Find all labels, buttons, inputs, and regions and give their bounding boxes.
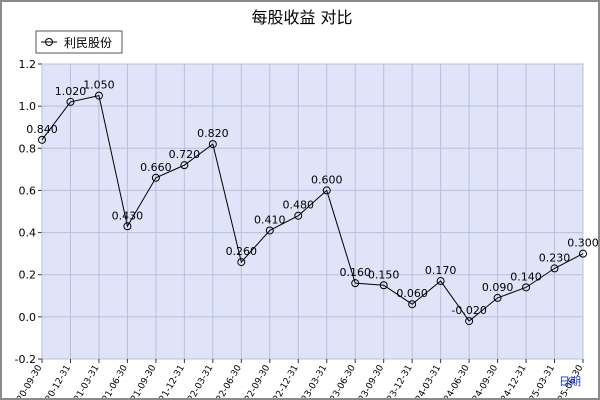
- y-tick-label: 0.6: [19, 184, 37, 197]
- y-tick-label: 0.8: [19, 142, 37, 155]
- data-label: 0.150: [368, 268, 400, 281]
- x-axis-label: 日期: [559, 375, 581, 388]
- y-tick-label: 1.2: [19, 58, 37, 71]
- data-point: [237, 258, 246, 267]
- data-label: 0.410: [254, 213, 286, 226]
- data-point: [38, 135, 46, 144]
- legend-label: 利民股份: [64, 36, 112, 50]
- chart-title: 每股收益 对比: [251, 8, 352, 27]
- data-point: [94, 91, 103, 100]
- data-point: [151, 173, 160, 182]
- data-label: 0.260: [226, 245, 258, 258]
- data-label: 0.230: [539, 251, 571, 264]
- data-point: [579, 249, 587, 258]
- data-point: [322, 186, 331, 195]
- data-label: 0.170: [425, 264, 457, 277]
- y-tick-label: 0.4: [19, 227, 37, 240]
- data-label: -0.020: [451, 304, 486, 317]
- series-line: [41, 95, 584, 322]
- data-point: [208, 140, 217, 149]
- y-tick-label: -0.2: [15, 353, 36, 366]
- data-point: [351, 279, 360, 288]
- data-label: 0.720: [169, 148, 201, 161]
- data-label: 0.660: [140, 161, 172, 174]
- data-point: [379, 281, 388, 290]
- data-point: [180, 161, 189, 170]
- data-point: [436, 277, 445, 286]
- data-point: [522, 283, 531, 292]
- data-point: [66, 97, 75, 106]
- data-point: [465, 317, 474, 326]
- data-label: 0.160: [339, 266, 371, 279]
- y-tick-label: 0.2: [19, 269, 37, 282]
- y-tick-label: 1.0: [19, 100, 37, 113]
- data-point: [408, 300, 417, 309]
- data-label: 0.090: [482, 281, 514, 294]
- data-label: 0.840: [26, 123, 58, 136]
- data-point: [265, 226, 274, 235]
- legend-box: [35, 30, 123, 54]
- data-label: 0.820: [197, 127, 229, 140]
- legend-marker: [45, 38, 53, 46]
- data-point: [493, 293, 502, 302]
- data-label: 0.480: [283, 199, 315, 212]
- data-label: 1.050: [83, 79, 115, 92]
- data-label: 0.300: [567, 237, 598, 250]
- data-point: [294, 211, 303, 220]
- plot-area: [41, 63, 584, 360]
- x-tick-label: 2020-09-30: [10, 363, 45, 398]
- data-label: 0.140: [510, 270, 542, 283]
- data-label: 1.020: [55, 85, 87, 98]
- data-label: 0.060: [396, 287, 428, 300]
- y-tick-label: 0.0: [19, 311, 37, 324]
- data-point: [550, 264, 559, 273]
- data-point: [123, 222, 132, 231]
- data-label: 0.430: [112, 209, 144, 222]
- data-label: 0.600: [311, 173, 343, 186]
- legend: 利民股份: [35, 30, 123, 54]
